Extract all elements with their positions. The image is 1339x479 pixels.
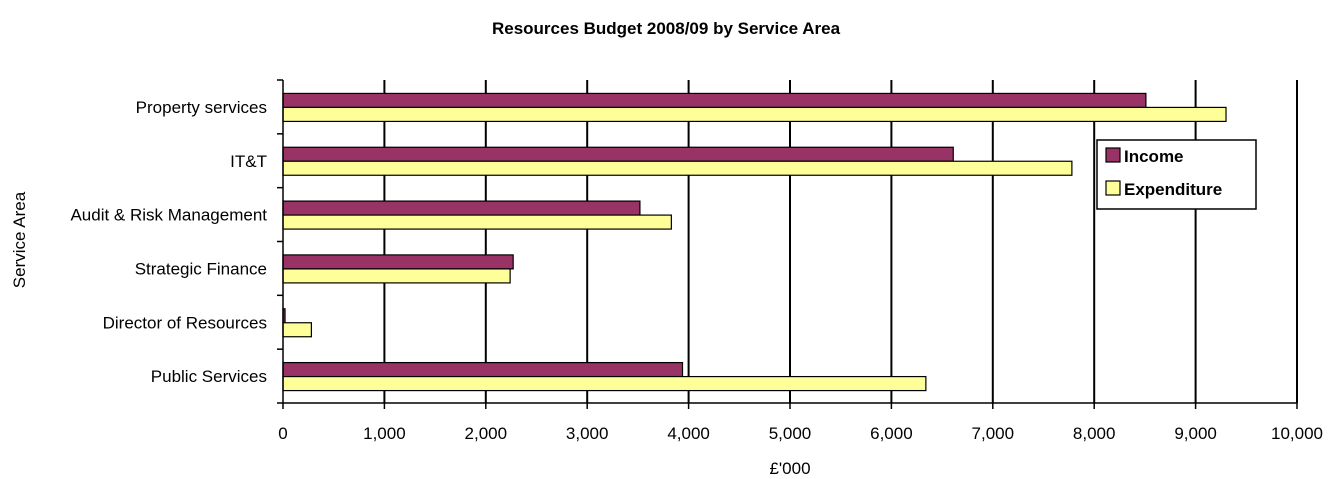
bar-expenditure bbox=[282, 268, 511, 284]
category-label: Property services bbox=[136, 98, 267, 117]
category-label: Strategic Finance bbox=[135, 259, 267, 278]
x-tick-label: 5,000 bbox=[769, 424, 812, 443]
category-label: IT&T bbox=[230, 152, 267, 171]
legend-swatch-expenditure bbox=[1105, 180, 1121, 196]
bar-income bbox=[282, 146, 954, 162]
x-tick-label: 1,000 bbox=[363, 424, 406, 443]
legend-label-income: Income bbox=[1124, 147, 1184, 166]
bar-expenditure bbox=[282, 106, 1227, 123]
x-tick-label: 2,000 bbox=[465, 424, 508, 443]
bar-income bbox=[282, 200, 641, 216]
bar-expenditure bbox=[282, 214, 672, 230]
legend-label-expenditure: Expenditure bbox=[1124, 180, 1222, 199]
x-tick-label: 3,000 bbox=[566, 424, 609, 443]
category-labels: Public Services Director of Resources Stra… bbox=[70, 98, 267, 386]
axes bbox=[277, 79, 1298, 409]
chart-title: Resources Budget 2008/09 by Service Area bbox=[492, 19, 841, 38]
legend-swatch-income bbox=[1105, 147, 1121, 163]
x-tick-label: 9,000 bbox=[1174, 424, 1217, 443]
category-label: Public Services bbox=[151, 367, 267, 386]
x-tick-label: 4,000 bbox=[667, 424, 710, 443]
bar-income bbox=[282, 92, 1147, 109]
gridlines bbox=[383, 80, 1298, 403]
bar-expenditure bbox=[282, 160, 1073, 176]
y-axis-label: Service Area bbox=[10, 191, 29, 288]
x-tick-label: 10,000 bbox=[1271, 424, 1323, 443]
x-tick-label: 8,000 bbox=[1073, 424, 1116, 443]
x-tick-label: 6,000 bbox=[870, 424, 913, 443]
category-label: Audit & Risk Management bbox=[70, 206, 267, 225]
category-label: Director of Resources bbox=[103, 313, 267, 332]
x-tick-label: 0 bbox=[278, 424, 287, 443]
bar-expenditure bbox=[282, 322, 312, 338]
bars bbox=[282, 92, 1227, 392]
x-tick-label: 7,000 bbox=[972, 424, 1015, 443]
bar-income bbox=[282, 361, 684, 378]
legend: Income Expenditure bbox=[1096, 139, 1257, 210]
x-tick-labels: 0 1,000 2,000 3,000 4,000 5,000 6,000 7,000 8,00… bbox=[278, 424, 1323, 443]
x-axis-label: £'000 bbox=[769, 459, 810, 478]
legend-box bbox=[1096, 139, 1257, 210]
bar-expenditure bbox=[282, 375, 927, 392]
bar-income bbox=[282, 254, 514, 270]
